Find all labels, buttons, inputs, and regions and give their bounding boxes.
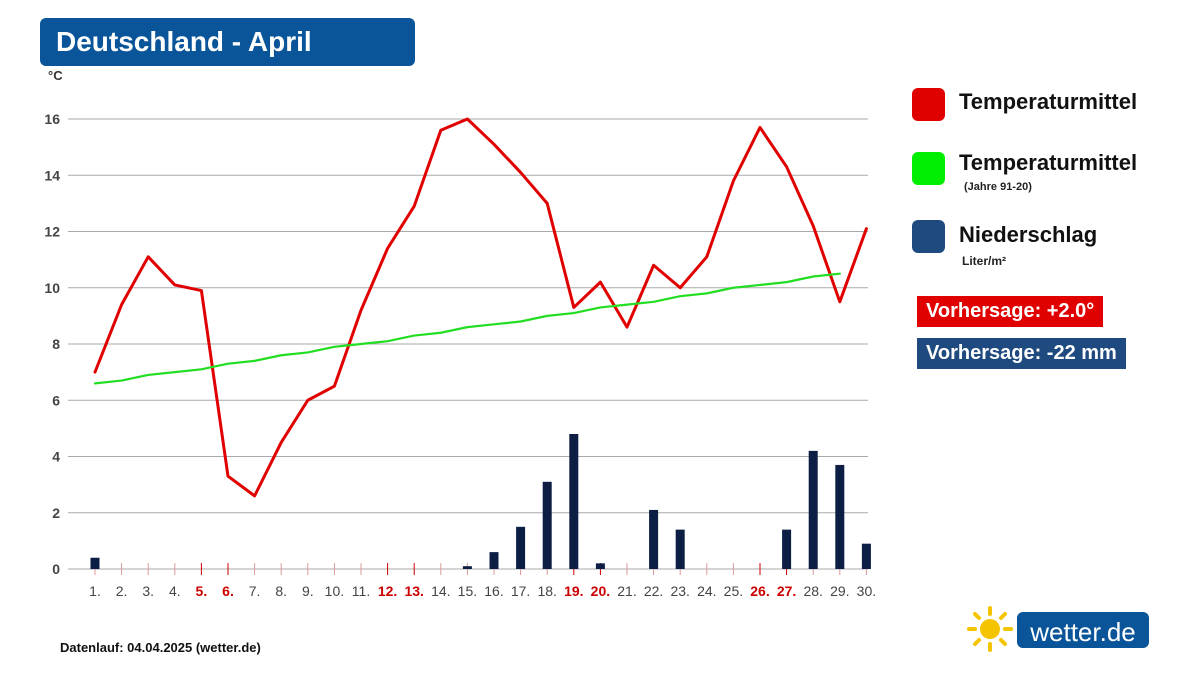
x-tick-label: 3.	[142, 583, 154, 599]
x-tick-label: 18.	[537, 583, 556, 599]
chart-plot: 0 2 4 6 8 10 12 14 16 1. 2. 3. 4. 5. 6. 7. 8. 9. 10. 11. 12.…	[44, 111, 876, 599]
normal-temperature-line	[93, 272, 841, 385]
y-tick-label: 8	[52, 336, 60, 352]
x-tick-label: 11.	[352, 583, 370, 599]
x-tick-label: 6.	[222, 583, 234, 599]
logo-wordmark: wetter.de	[1015, 610, 1151, 650]
x-tick-label: 19.	[564, 583, 583, 599]
y-unit-label: °C	[48, 68, 63, 83]
footer-data-run: Datenlauf: 04.04.2025 (wetter.de)	[60, 640, 261, 655]
y-tick-label: 10	[44, 280, 60, 296]
x-tick-label: 1.	[89, 583, 101, 599]
x-tick-label: 15.	[458, 583, 477, 599]
legend-swatch-green	[912, 152, 945, 185]
x-tick-label: 27.	[777, 583, 796, 599]
wetter-logo[interactable]: wetter.de	[965, 606, 1155, 652]
sun-icon	[967, 606, 1013, 652]
x-tick-label: 26.	[750, 583, 769, 599]
x-tick-label: 25.	[724, 583, 743, 599]
x-tick-label: 9.	[302, 583, 314, 599]
x-tick-label: 14.	[431, 583, 450, 599]
x-tick-label: 23.	[670, 583, 689, 599]
x-tick-label: 10.	[325, 583, 344, 599]
legend-label-temperature: Temperaturmittel	[959, 89, 1138, 114]
y-tick-label: 12	[44, 224, 60, 240]
forecast-precip-badge: Vorhersage: -22 mm	[917, 338, 1126, 369]
x-tick-label: 22.	[644, 583, 663, 599]
precip-bar	[516, 526, 526, 569]
precip-bar	[542, 481, 552, 569]
x-tick-label: 24.	[697, 583, 716, 599]
x-tick-label: 4.	[169, 583, 181, 599]
y-tick-label: 6	[52, 392, 60, 408]
x-tick-label: 28.	[803, 583, 822, 599]
legend-sub-precip: Liter/m²	[962, 254, 1007, 268]
temperature-line	[93, 117, 868, 498]
precip-bar	[90, 557, 100, 569]
precip-bar	[835, 464, 845, 569]
x-tick-label: 12.	[378, 583, 397, 599]
x-tick-label: 8.	[275, 583, 287, 599]
precip-bar	[569, 434, 579, 569]
precip-bar	[861, 543, 871, 569]
precip-bar	[462, 566, 472, 569]
legend-label-normal: Temperaturmittel	[959, 150, 1138, 175]
x-tick-label: 13.	[404, 583, 423, 599]
y-tick-label: 16	[44, 111, 60, 127]
legend-sub-normal: (Jahre 91-20)	[964, 181, 1032, 193]
x-tick-label: 16.	[484, 583, 503, 599]
legend-swatch-red	[912, 88, 945, 121]
x-tick-label: 7.	[249, 583, 261, 599]
y-tick-label: 2	[52, 505, 60, 521]
precip-bar	[595, 563, 605, 569]
x-tick-label: 21.	[617, 583, 636, 599]
x-tick-label: 20.	[591, 583, 610, 599]
x-tick-label: 2.	[116, 583, 128, 599]
y-tick-label: 14	[44, 167, 60, 183]
y-tick-label: 4	[52, 449, 60, 465]
legend-swatch-blue	[912, 220, 945, 253]
precip-bar	[489, 552, 499, 569]
precip-bar	[808, 450, 818, 569]
y-tick-label: 0	[52, 561, 60, 577]
precip-bar	[782, 529, 792, 569]
x-tick-label: 17.	[511, 583, 530, 599]
x-tick-label: 5.	[196, 583, 208, 599]
forecast-temp-badge: Vorhersage: +2.0°	[917, 296, 1104, 327]
legend-label-precip: Niederschlag	[959, 222, 1098, 247]
x-tick-label: 29.	[830, 583, 849, 599]
chart-title: Deutschland - April	[40, 18, 415, 66]
precip-bar	[649, 509, 659, 569]
precip-bar	[675, 529, 685, 569]
x-tick-label: 30.	[857, 583, 876, 599]
